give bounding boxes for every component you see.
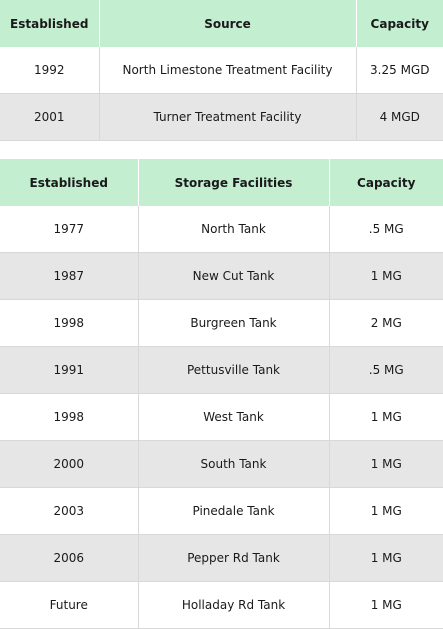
cell-capacity: .5 MG (329, 346, 443, 394)
cell-facility: North Tank (138, 206, 330, 253)
storage-table: Established Storage Facilities Capacity … (0, 159, 443, 629)
cell-capacity: .5 MG (329, 206, 443, 253)
cell-facility: Pettusville Tank (138, 346, 330, 394)
table-row: 1991 Pettusville Tank .5 MG (0, 346, 443, 394)
cell-facility: Pinedale Tank (138, 487, 330, 535)
column-header-storage-facilities: Storage Facilities (138, 159, 330, 206)
cell-capacity: 3.25 MGD (356, 47, 443, 94)
cell-source: North Limestone Treatment Facility (99, 47, 357, 94)
cell-established: 1992 (0, 47, 100, 94)
cell-established: 2003 (0, 487, 139, 535)
cell-facility: West Tank (138, 393, 330, 441)
sources-header-row: Established Source Capacity (0, 0, 443, 47)
cell-capacity: 1 MG (329, 393, 443, 441)
table-row: 2003 Pinedale Tank 1 MG (0, 487, 443, 535)
cell-facility: Holladay Rd Tank (138, 581, 330, 629)
table-row: 2000 South Tank 1 MG (0, 440, 443, 488)
cell-established: 1998 (0, 393, 139, 441)
cell-capacity: 1 MG (329, 534, 443, 582)
column-header-source: Source (99, 0, 357, 47)
cell-established: 1977 (0, 206, 139, 253)
cell-established: 1991 (0, 346, 139, 394)
cell-capacity: 1 MG (329, 581, 443, 629)
cell-facility: Pepper Rd Tank (138, 534, 330, 582)
cell-capacity: 1 MG (329, 252, 443, 300)
column-header-capacity: Capacity (356, 0, 443, 47)
cell-facility: New Cut Tank (138, 252, 330, 300)
table-row: 2006 Pepper Rd Tank 1 MG (0, 534, 443, 582)
table-row: 1998 West Tank 1 MG (0, 393, 443, 441)
table-row: 1992 North Limestone Treatment Facility … (0, 47, 443, 94)
cell-established: 1998 (0, 299, 139, 347)
cell-facility: Burgreen Tank (138, 299, 330, 347)
column-header-established: Established (0, 0, 100, 47)
cell-capacity: 1 MG (329, 440, 443, 488)
column-header-established: Established (0, 159, 139, 206)
table-row: 1998 Burgreen Tank 2 MG (0, 299, 443, 347)
cell-facility: South Tank (138, 440, 330, 488)
cell-established: 1987 (0, 252, 139, 300)
sources-table: Established Source Capacity 1992 North L… (0, 0, 443, 141)
cell-capacity: 2 MG (329, 299, 443, 347)
cell-established: 2000 (0, 440, 139, 488)
cell-source: Turner Treatment Facility (99, 93, 357, 141)
cell-capacity: 4 MGD (356, 93, 443, 141)
cell-capacity: 1 MG (329, 487, 443, 535)
column-header-capacity: Capacity (329, 159, 443, 206)
table-row: 1977 North Tank .5 MG (0, 206, 443, 253)
table-row: 2001 Turner Treatment Facility 4 MGD (0, 93, 443, 141)
table-row: 1987 New Cut Tank 1 MG (0, 252, 443, 300)
table-row: Future Holladay Rd Tank 1 MG (0, 581, 443, 629)
cell-established: 2006 (0, 534, 139, 582)
table-spacer (0, 141, 443, 159)
cell-established: Future (0, 581, 139, 629)
cell-established: 2001 (0, 93, 100, 141)
storage-header-row: Established Storage Facilities Capacity (0, 159, 443, 206)
